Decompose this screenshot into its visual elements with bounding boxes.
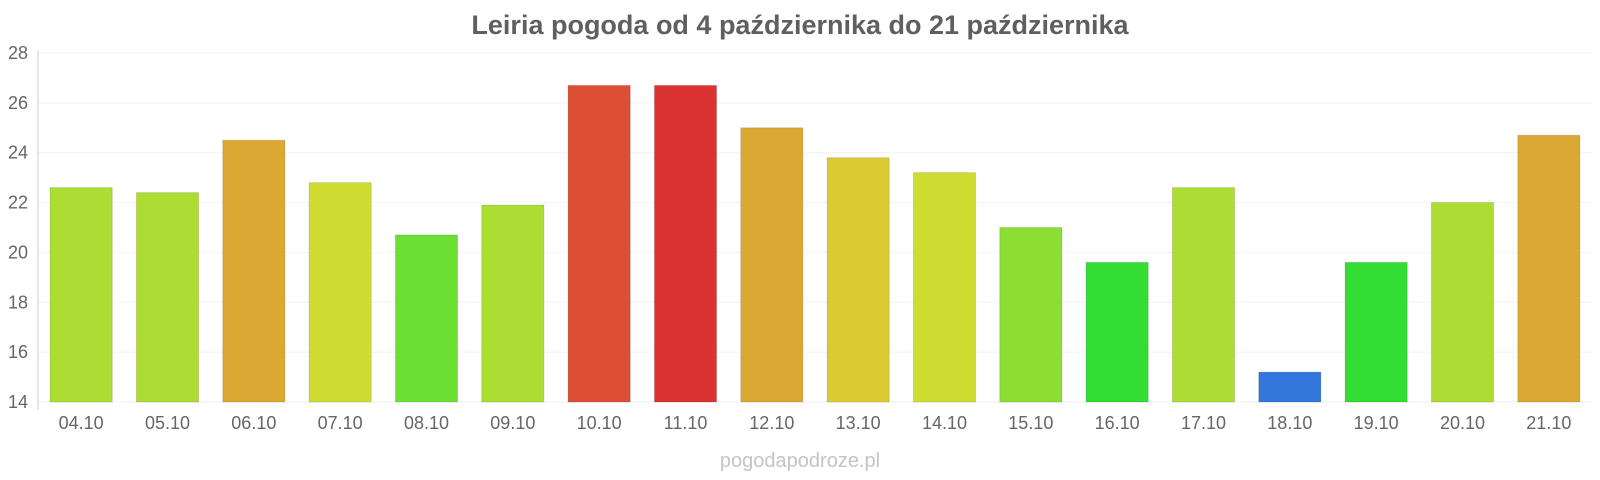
x-axis: 04.10 05.10 06.10 07.10 08.10 09.10 10.10 11.10… — [59, 413, 1572, 433]
bar-14.10 — [912, 172, 977, 403]
bar-20.10 — [1430, 202, 1495, 403]
x-tick-label: 20.10 — [1440, 413, 1485, 433]
x-tick-label: 19.10 — [1354, 413, 1399, 433]
x-tick-label: 09.10 — [490, 413, 535, 433]
x-tick-label: 04.10 — [59, 413, 104, 433]
y-tick-label: 26 — [8, 93, 28, 113]
bar-13.10 — [826, 157, 890, 403]
x-tick-label: 11.10 — [664, 413, 708, 433]
bar-07.10 — [308, 182, 372, 403]
y-tick-label: 24 — [8, 143, 28, 163]
y-axis: 14 16 18 20 22 24 26 28 — [8, 43, 39, 412]
x-tick-label: 18.10 — [1267, 413, 1312, 433]
x-tick-label: 08.10 — [404, 413, 449, 433]
y-tick-label: 20 — [8, 242, 28, 262]
bar-15.10 — [999, 227, 1063, 403]
x-tick-label: 07.10 — [318, 413, 363, 433]
bar-17.10 — [1171, 187, 1236, 403]
chart-title: Leiria pogoda od 4 października do 21 pa… — [471, 10, 1129, 40]
x-tick-label: 12.10 — [749, 413, 794, 433]
bar-18.10 — [1258, 371, 1322, 403]
y-tick-label: 28 — [8, 43, 28, 63]
x-tick-label: 10.10 — [577, 413, 622, 433]
bar-19.10 — [1344, 261, 1408, 403]
y-tick-label: 16 — [8, 342, 28, 362]
x-tick-label: 06.10 — [231, 413, 276, 433]
bar-16.10 — [1085, 261, 1149, 403]
bars — [49, 84, 1581, 403]
bar-06.10 — [222, 139, 286, 403]
bar-08.10 — [394, 234, 459, 403]
x-tick-label: 17.10 — [1181, 413, 1226, 433]
x-tick-label: 13.10 — [836, 413, 881, 433]
x-tick-label: 16.10 — [1095, 413, 1140, 433]
bar-12.10 — [740, 127, 804, 403]
grid-lines — [38, 52, 1592, 403]
y-tick-label: 22 — [8, 193, 28, 213]
x-tick-label: 05.10 — [145, 413, 190, 433]
y-tick-label: 18 — [8, 292, 28, 312]
y-tick-label: 14 — [8, 392, 28, 412]
x-tick-label: 14.10 — [922, 413, 967, 433]
bar-05.10 — [135, 192, 200, 403]
bar-09.10 — [481, 204, 545, 403]
x-tick-label: 21.10 — [1526, 413, 1571, 433]
bar-11.10 — [653, 84, 718, 403]
bar-21.10 — [1517, 134, 1581, 403]
bar-10.10 — [567, 84, 631, 403]
watermark: pogodapodroze.pl — [719, 450, 881, 472]
bar-04.10 — [49, 187, 113, 403]
x-tick-label: 15.10 — [1008, 413, 1053, 433]
